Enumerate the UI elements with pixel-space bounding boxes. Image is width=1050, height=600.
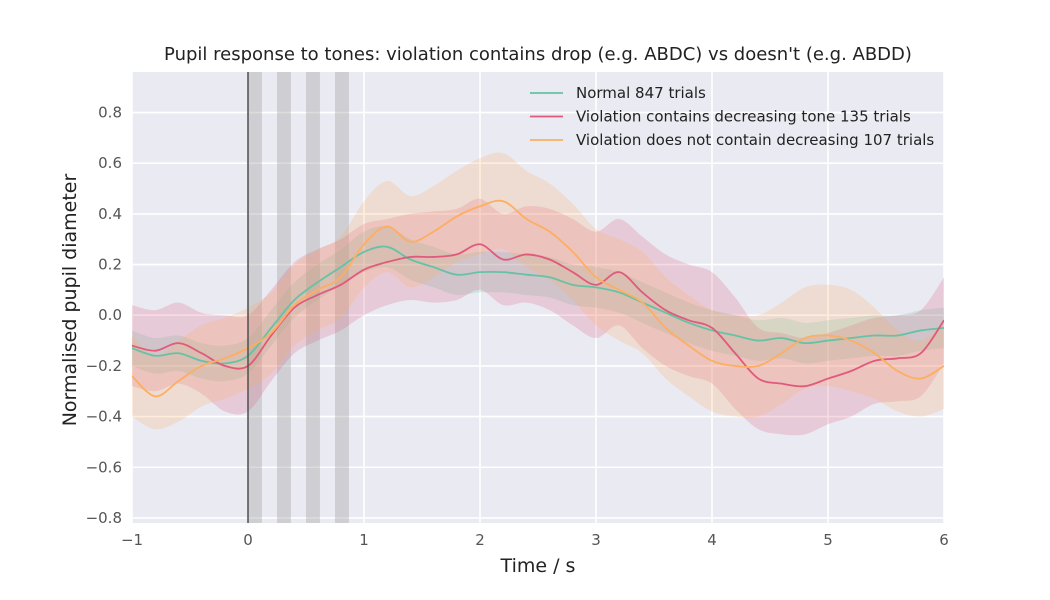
y-tick-label: −0.8 [86,509,122,527]
x-tick-label: 2 [475,531,485,549]
y-tick-label: 0.4 [98,205,122,223]
confidence-band-0 [132,226,944,382]
tone-interval-1 [277,72,291,523]
legend-label-2: Violation does not contain decreasing 10… [576,131,934,149]
x-tick-label: 5 [823,531,833,549]
x-tick-label: 4 [707,531,717,549]
x-tick-label: 3 [591,531,601,549]
tone-interval-3 [335,72,349,523]
legend-label-0: Normal 847 trials [576,84,706,102]
y-tick-label: 0.8 [98,104,122,122]
x-tick-label: 1 [359,531,369,549]
y-tick-label: −0.2 [86,357,122,375]
y-tick-label: 0.2 [98,256,122,274]
series-lines [132,199,944,398]
y-tick-label: 0.0 [98,306,122,324]
confidence-band-1 [132,198,944,436]
plot-background [132,72,944,523]
legend: Normal 847 trials Violation contains decr… [530,84,934,149]
legend-label-1: Violation contains decreasing tone 135 t… [576,108,911,126]
y-axis-title: Normalised pupil diameter [59,174,81,427]
x-tick-label: 0 [243,531,253,549]
y-tick-label: −0.6 [86,458,122,476]
series-line-0 [132,245,944,365]
tone-interval-0 [248,72,262,523]
x-axis-title: Time / s [500,555,576,577]
plot-area: −1 0 1 2 3 4 5 6 −0.8 −0.6 −0.4 −0.2 0.0 0.2 0.4 0.6 0.8 [86,72,949,549]
y-tick-label: 0.6 [98,154,122,172]
series-line-1 [132,243,944,388]
chart-title: Pupil response to tones: violation conta… [164,44,912,65]
series-line-2 [132,199,944,398]
x-tick-label: −1 [121,531,143,549]
y-tick-label: −0.4 [86,408,122,426]
x-tick-label: 6 [939,531,949,549]
